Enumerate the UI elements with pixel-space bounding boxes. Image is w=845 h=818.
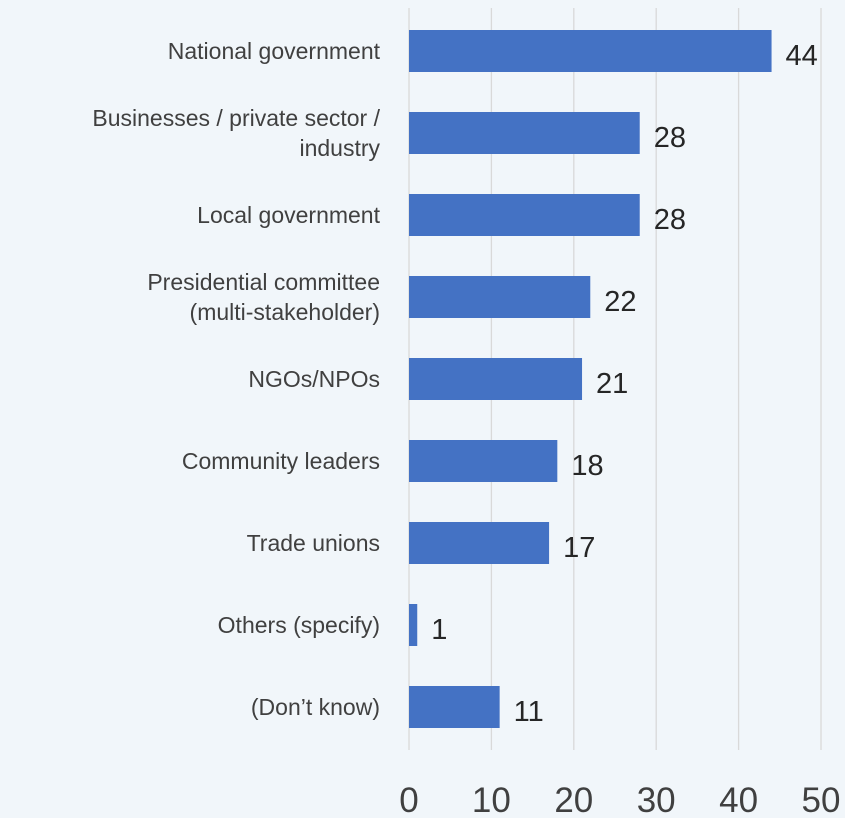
value-label-4: 21 <box>596 368 628 400</box>
category-label-line: (multi-stakeholder) <box>190 299 380 325</box>
value-label-6: 17 <box>563 532 595 564</box>
bar-7 <box>409 604 418 646</box>
category-label-line: (Don’t know) <box>251 694 380 720</box>
value-label-2: 28 <box>654 204 686 236</box>
x-tick-label-20: 20 <box>554 781 593 818</box>
value-label-0: 44 <box>786 40 818 72</box>
bar-5 <box>409 440 558 482</box>
category-label-1: Businesses / private sector / industry <box>92 105 380 161</box>
x-tick-label-10: 10 <box>472 781 511 818</box>
x-axis-tick-layer: 0 10 20 30 40 50 <box>399 781 840 818</box>
bar-4 <box>409 358 583 400</box>
bar-8 <box>409 686 500 728</box>
value-label-1: 28 <box>654 122 686 154</box>
x-tick-label-0: 0 <box>399 781 418 818</box>
category-label-line: industry <box>299 135 380 161</box>
bar-2 <box>409 194 640 236</box>
x-tick-label-50: 50 <box>802 781 841 818</box>
category-label-layer: National government Businesses / private … <box>92 38 380 720</box>
bar-1 <box>409 112 640 154</box>
category-label-0: National government <box>168 38 381 64</box>
category-label-line: Presidential committee <box>147 269 380 295</box>
bar-6 <box>409 522 550 564</box>
value-label-5: 18 <box>571 450 603 482</box>
category-label-2: Local government <box>197 202 380 228</box>
category-label-4: NGOs/NPOs <box>248 366 380 392</box>
category-label-8: (Don’t know) <box>251 694 380 720</box>
category-label-line: Community leaders <box>182 448 380 474</box>
value-label-8: 11 <box>514 696 544 728</box>
category-label-line: Trade unions <box>247 530 380 556</box>
bar-3 <box>409 276 591 318</box>
category-label-line: Others (specify) <box>218 612 380 638</box>
category-label-line: NGOs/NPOs <box>248 366 380 392</box>
category-label-3: Presidential committee (multi-stakeholder… <box>147 269 380 325</box>
category-label-line: Local government <box>197 202 380 228</box>
category-label-5: Community leaders <box>182 448 380 474</box>
category-label-line: National government <box>168 38 381 64</box>
x-tick-label-40: 40 <box>719 781 758 818</box>
bar-0 <box>409 30 772 72</box>
category-label-line: Businesses / private sector / <box>92 105 380 131</box>
bar-layer <box>409 30 772 728</box>
x-tick-label-30: 30 <box>637 781 676 818</box>
value-label-3: 22 <box>604 286 636 318</box>
category-label-7: Others (specify) <box>218 612 380 638</box>
value-label-7: 1 <box>431 614 447 646</box>
category-label-6: Trade unions <box>247 530 380 556</box>
